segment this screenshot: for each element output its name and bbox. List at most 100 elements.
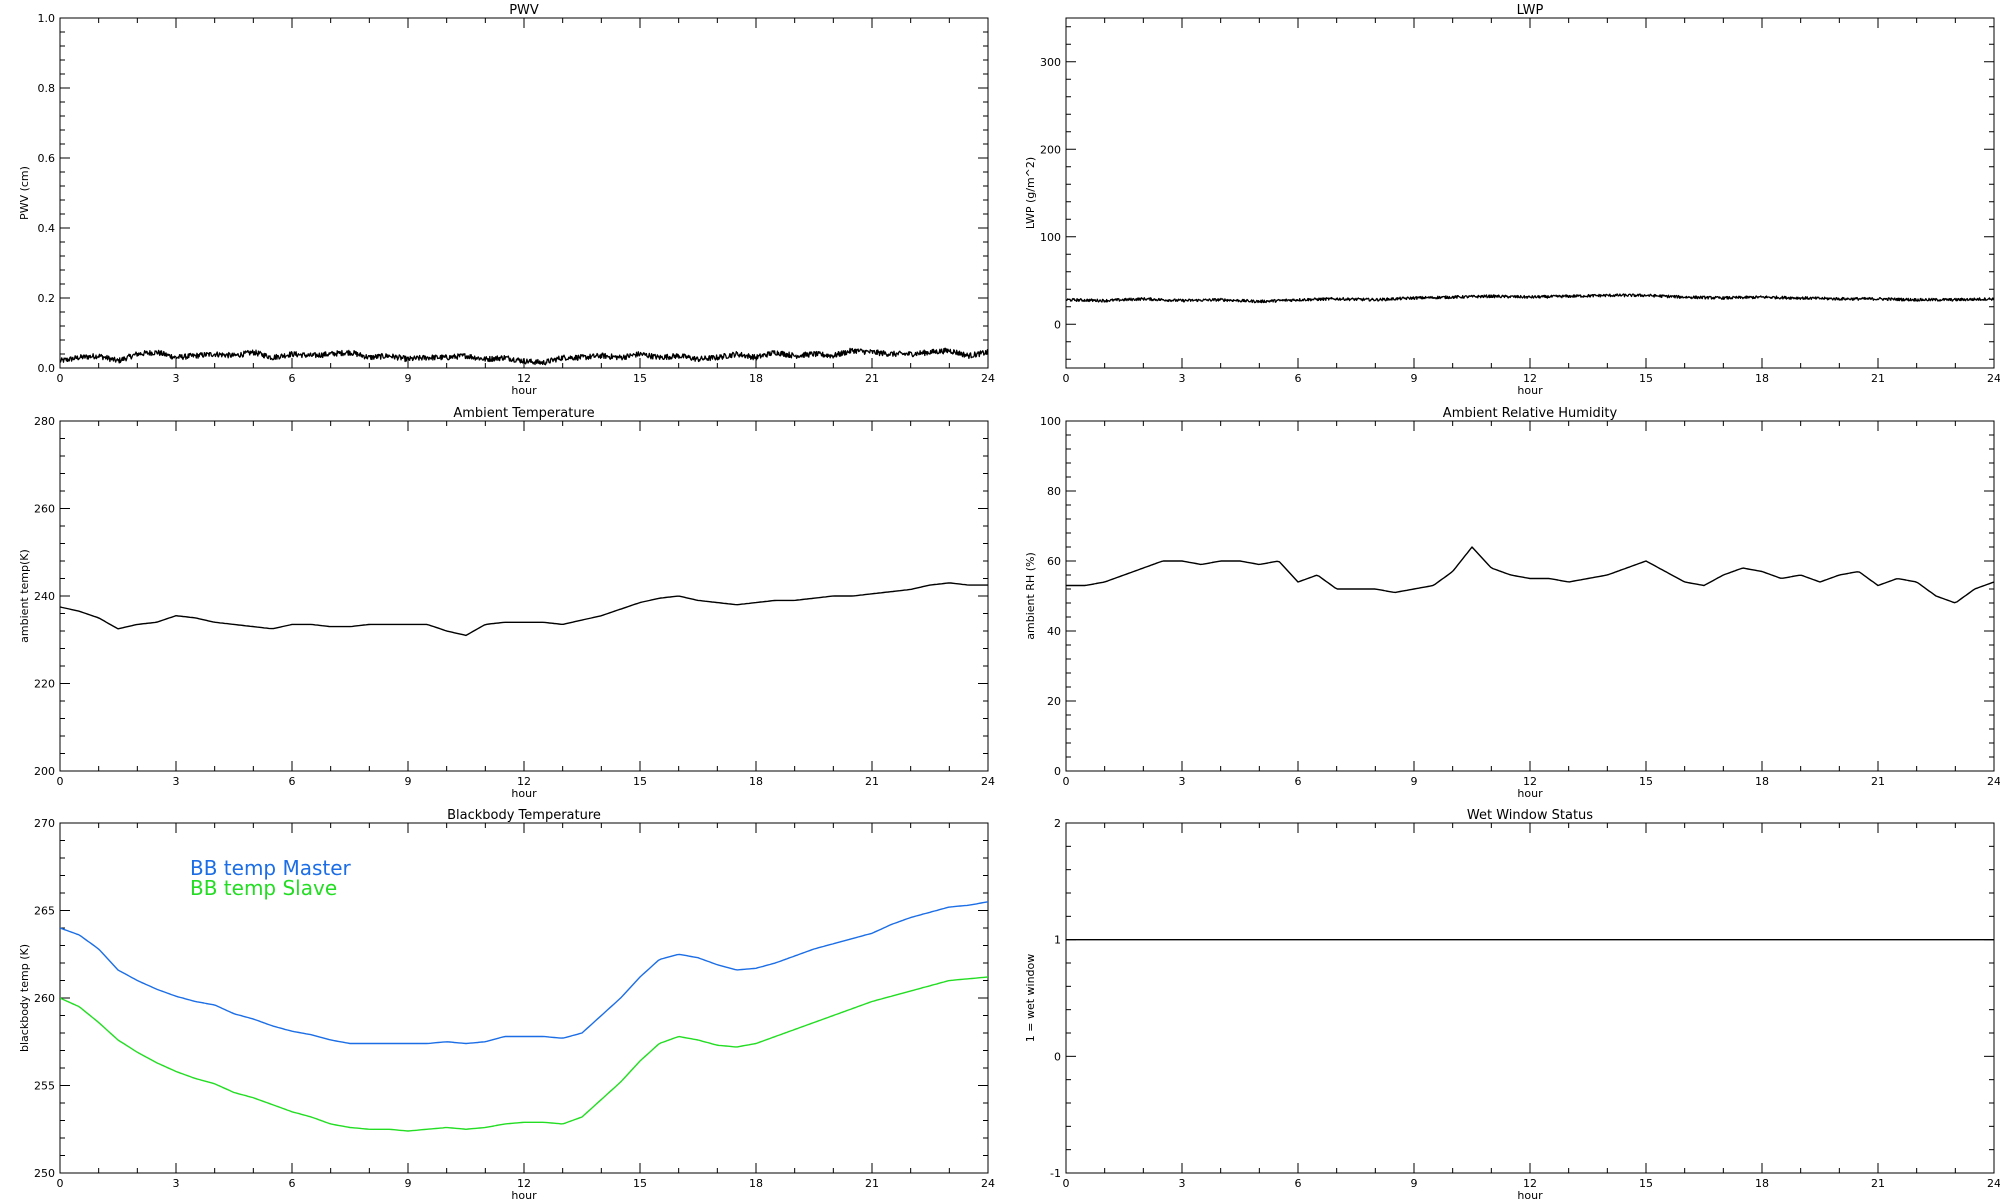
x-tick-label: 15 bbox=[1639, 372, 1653, 385]
x-tick-label: 18 bbox=[749, 372, 763, 385]
ambient-temperature-series-line bbox=[60, 582, 988, 637]
x-tick-label: 12 bbox=[517, 775, 531, 788]
x-tick-label: 21 bbox=[865, 1177, 879, 1190]
x-tick-label: 0 bbox=[1063, 775, 1070, 788]
pwv-plot-frame bbox=[59, 17, 989, 369]
y-tick-label: 0 bbox=[1054, 318, 1061, 331]
x-tick-label: 6 bbox=[1295, 372, 1302, 385]
y-axis-label: PWV (cm) bbox=[18, 166, 31, 220]
y-tick-label: -1 bbox=[1050, 1167, 1061, 1180]
x-tick-label: 3 bbox=[173, 775, 180, 788]
x-tick-label: 6 bbox=[1295, 775, 1302, 788]
x-tick-label: 15 bbox=[633, 1177, 647, 1190]
x-axis-label: hour bbox=[1517, 1189, 1543, 1200]
x-tick-label: 21 bbox=[865, 372, 879, 385]
x-tick-label: 21 bbox=[865, 775, 879, 788]
x-tick-label: 3 bbox=[1179, 372, 1186, 385]
y-axis-label: LWP (g/m^2) bbox=[1024, 157, 1037, 229]
x-tick-label: 3 bbox=[1179, 1177, 1186, 1190]
x-tick-label: 15 bbox=[1639, 1177, 1653, 1190]
legend-entry: BB temp Master bbox=[190, 856, 352, 880]
y-tick-label: 1 bbox=[1054, 934, 1061, 947]
x-tick-label: 18 bbox=[1755, 775, 1769, 788]
chart-title: Ambient Relative Humidity bbox=[1443, 406, 1618, 421]
y-tick-label: 100 bbox=[1040, 231, 1061, 244]
x-axis-label: hour bbox=[1517, 787, 1543, 800]
x-axis-label: hour bbox=[511, 1189, 537, 1200]
y-tick-label: 300 bbox=[1040, 56, 1061, 69]
x-tick-label: 0 bbox=[57, 1177, 64, 1190]
y-tick-label: 60 bbox=[1047, 555, 1061, 568]
y-tick-label: 2 bbox=[1054, 817, 1061, 830]
y-tick-label: 0.8 bbox=[38, 82, 56, 95]
x-tick-label: 18 bbox=[749, 1177, 763, 1190]
y-axis-label: ambient RH (%) bbox=[1024, 552, 1037, 640]
blackbody-temperature-series-line-2 bbox=[60, 976, 988, 1132]
x-tick-label: 0 bbox=[57, 775, 64, 788]
y-tick-label: 240 bbox=[34, 590, 55, 603]
ambient-humidity-chart: 0 3 6 9 12 15 18 21 24 0 20 40 60 80 100 Ambient Relati… bbox=[1024, 406, 2000, 800]
ambient-humidity-plot-frame bbox=[1065, 420, 1995, 772]
x-tick-label: 15 bbox=[633, 775, 647, 788]
y-tick-label: 0 bbox=[1054, 765, 1061, 778]
y-tick-label: 0.0 bbox=[38, 362, 56, 375]
pwv-series-line bbox=[60, 347, 988, 366]
y-axis-label: blackbody temp (K) bbox=[18, 944, 31, 1052]
y-tick-label: 270 bbox=[34, 817, 55, 830]
x-tick-label: 3 bbox=[1179, 775, 1186, 788]
y-tick-label: 255 bbox=[34, 1080, 55, 1093]
x-tick-label: 0 bbox=[1063, 1177, 1070, 1190]
y-tick-label: 200 bbox=[34, 765, 55, 778]
x-axis-label: hour bbox=[511, 787, 537, 800]
y-tick-label: 0.4 bbox=[38, 222, 56, 235]
x-tick-label: 6 bbox=[289, 1177, 296, 1190]
x-tick-label: 12 bbox=[1523, 775, 1537, 788]
x-tick-label: 9 bbox=[405, 372, 412, 385]
y-axis-label: 1 = wet window bbox=[1024, 954, 1037, 1043]
lwp-chart: 0 3 6 9 12 15 18 21 24 0 100 200 300 LWP hour LWP (g/m^… bbox=[1024, 3, 2000, 397]
x-tick-label: 21 bbox=[1871, 775, 1885, 788]
y-tick-label: 80 bbox=[1047, 485, 1061, 498]
ambient-temperature-chart: 0 3 6 9 12 15 18 21 24 200 220 240 260 280 Ambient Tem… bbox=[18, 406, 995, 800]
y-tick-label: 0.2 bbox=[38, 292, 56, 305]
x-tick-label: 24 bbox=[981, 1177, 995, 1190]
x-tick-label: 21 bbox=[1871, 372, 1885, 385]
y-tick-label: 200 bbox=[1040, 143, 1061, 156]
x-tick-label: 9 bbox=[405, 775, 412, 788]
x-axis-label: hour bbox=[1517, 384, 1543, 397]
x-tick-label: 0 bbox=[57, 372, 64, 385]
wet-window-plot-frame bbox=[1065, 822, 1995, 1174]
y-tick-label: 220 bbox=[34, 678, 55, 691]
x-tick-label: 6 bbox=[1295, 1177, 1302, 1190]
x-tick-label: 24 bbox=[1987, 1177, 2000, 1190]
chart-title: LWP bbox=[1517, 3, 1544, 18]
x-tick-label: 18 bbox=[749, 775, 763, 788]
y-tick-label: 260 bbox=[34, 992, 55, 1005]
y-tick-label: 250 bbox=[34, 1167, 55, 1180]
x-tick-label: 12 bbox=[1523, 1177, 1537, 1190]
ambient-humidity-series-line bbox=[1066, 546, 1994, 604]
x-tick-label: 24 bbox=[981, 372, 995, 385]
y-tick-label: 260 bbox=[34, 503, 55, 516]
x-tick-label: 24 bbox=[1987, 372, 2000, 385]
x-tick-label: 18 bbox=[1755, 1177, 1769, 1190]
y-tick-label: 40 bbox=[1047, 625, 1061, 638]
x-tick-label: 21 bbox=[1871, 1177, 1885, 1190]
x-tick-label: 12 bbox=[1523, 372, 1537, 385]
pwv-chart: 0 3 6 9 12 15 18 21 24 0.0 0.2 0.4 0.6 0.8 1.0 PWV hour P… bbox=[18, 3, 995, 397]
x-axis-label: hour bbox=[511, 384, 537, 397]
x-tick-label: 9 bbox=[1411, 372, 1418, 385]
chart-title: Ambient Temperature bbox=[453, 406, 594, 421]
chart-title: Blackbody Temperature bbox=[447, 808, 601, 823]
x-tick-label: 6 bbox=[289, 372, 296, 385]
x-tick-label: 12 bbox=[517, 1177, 531, 1190]
x-tick-label: 0 bbox=[1063, 372, 1070, 385]
y-tick-label: 100 bbox=[1040, 415, 1061, 428]
x-tick-label: 9 bbox=[1411, 1177, 1418, 1190]
y-tick-label: 265 bbox=[34, 905, 55, 918]
x-tick-label: 24 bbox=[981, 775, 995, 788]
y-axis-label: ambient temp(K) bbox=[18, 549, 31, 643]
lwp-plot-frame bbox=[1065, 17, 1995, 369]
